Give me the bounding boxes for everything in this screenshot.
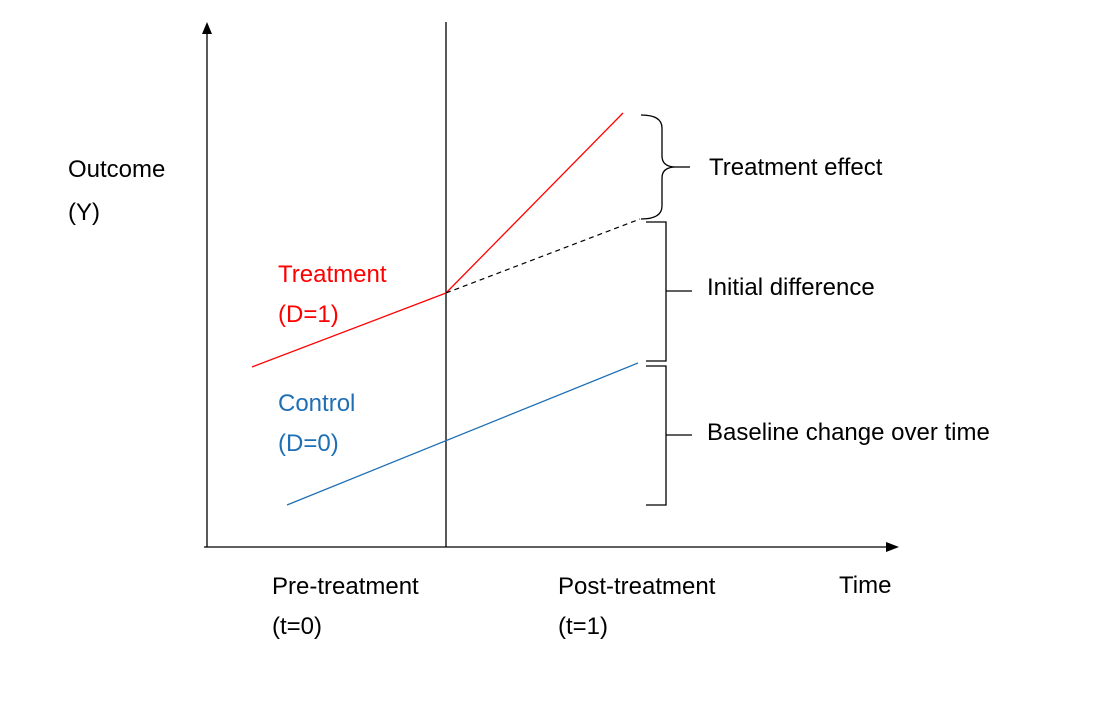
x-axis-arrow-icon — [886, 542, 899, 552]
x-axis-label: Time — [839, 572, 891, 599]
brace-treatment-effect — [640, 114, 677, 220]
y-axis-label-line1: Outcome — [68, 156, 165, 183]
treatment-pre-line — [251, 292, 447, 368]
pre-treatment-label-line1: Pre-treatment — [272, 573, 419, 600]
control-label-line2: (D=0) — [278, 430, 339, 457]
pre-treatment-label-line2: (t=0) — [272, 613, 322, 640]
treatment-post-line — [445, 112, 624, 294]
brace-initial-difference — [646, 221, 667, 362]
brace-baseline-change — [646, 365, 667, 506]
control-line — [286, 362, 639, 506]
treatment-label-line2: (D=1) — [278, 301, 339, 328]
y-axis-arrow-icon — [202, 22, 212, 34]
post-treatment-label-line2: (t=1) — [558, 613, 608, 640]
control-label-line1: Control — [278, 390, 355, 417]
treatment-label-line1: Treatment — [278, 261, 387, 288]
y-axis-label-line2: (Y) — [68, 199, 100, 226]
baseline-change-label: Baseline change over time — [707, 419, 990, 446]
initial-difference-label: Initial difference — [707, 274, 875, 301]
treatment-effect-label: Treatment effect — [709, 154, 883, 181]
counterfactual-line — [445, 218, 641, 294]
post-treatment-label-line1: Post-treatment — [558, 573, 716, 600]
